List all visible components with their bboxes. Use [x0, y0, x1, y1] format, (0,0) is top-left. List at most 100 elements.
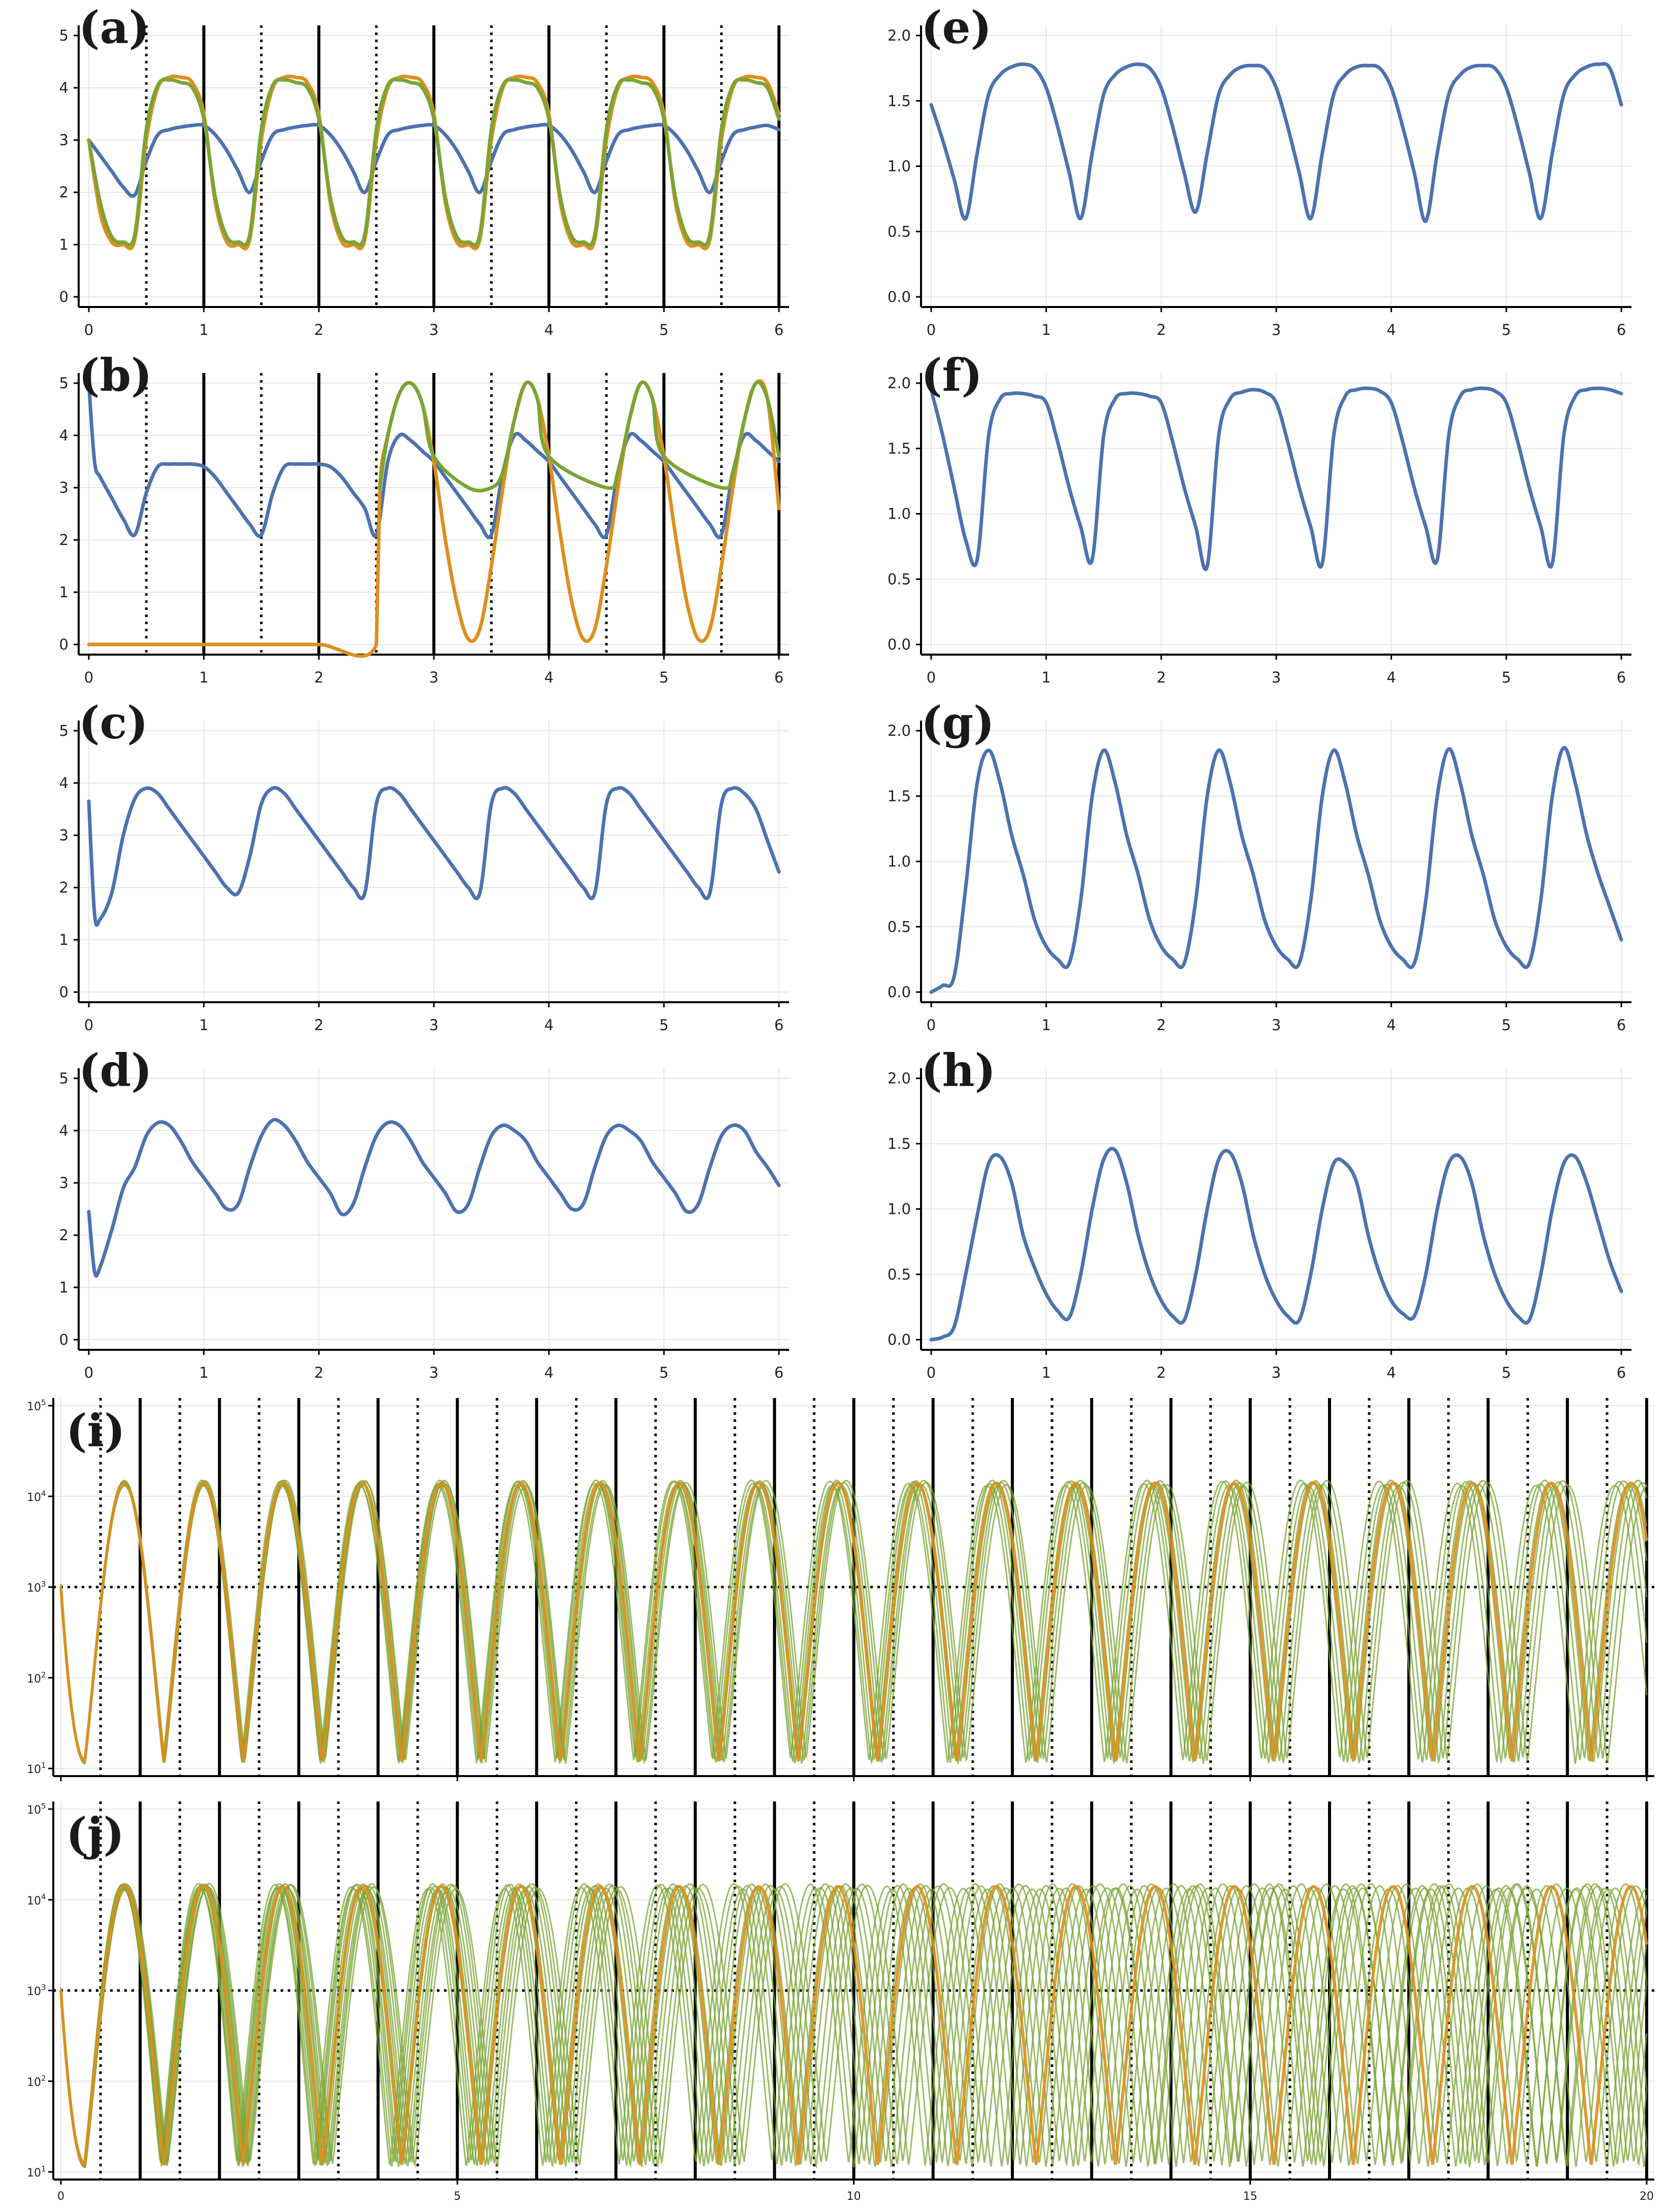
y-tick-exponent: 5 — [41, 1801, 46, 1811]
panel-e: 0.0 0.5 1.0 1.5 2.0 0 1 2 3 4 5 6 (e) — [888, 1, 1631, 338]
y-tick-exponent: 4 — [41, 1892, 46, 1901]
x-tick-label: 3 — [1272, 1364, 1281, 1381]
y-tick-exponent: 4 — [41, 1489, 46, 1498]
panel-b: 0 1 2 3 4 5 0 1 2 3 4 5 6 (b) — [59, 349, 789, 686]
y-tick-label: 1.0 — [888, 853, 911, 870]
x-tick-label: 4 — [1386, 669, 1395, 686]
x-tick-label: 6 — [1617, 1364, 1626, 1381]
y-tick-label: 2 — [59, 1227, 69, 1244]
y-tick-label: 2.0 — [888, 1070, 911, 1087]
y-tick-label: 2.0 — [888, 27, 911, 44]
y-tick-label: 102 — [27, 1670, 46, 1685]
y-tick-label: 2 — [59, 879, 69, 896]
x-tick-label: 1 — [199, 669, 208, 686]
x-tick-label: 4 — [544, 321, 553, 338]
x-tick-label: 5 — [1502, 1016, 1511, 1034]
y-tick-exponent: 3 — [41, 1580, 46, 1589]
panel-label: (j) — [66, 1808, 124, 1860]
x-tick-label: 4 — [1386, 1016, 1395, 1034]
x-tick-label: 2 — [1156, 669, 1166, 686]
y-tick-label: 4 — [59, 427, 69, 444]
x-tick-label: 15 — [1243, 2190, 1257, 2203]
y-tick-base: 10 — [27, 2167, 41, 2180]
x-tick-label: 0 — [84, 1364, 93, 1381]
y-tick-label: 1 — [59, 584, 69, 601]
panel-g: 0.0 0.5 1.0 1.5 2.0 0 1 2 3 4 5 6 (g) — [888, 696, 1631, 1034]
series-line — [87, 381, 781, 539]
y-tick-label: 102 — [27, 2073, 46, 2089]
y-tick-label: 1 — [59, 1279, 69, 1296]
panel-label: (d) — [79, 1044, 152, 1097]
series-line — [929, 386, 1623, 571]
series-line — [378, 380, 781, 493]
y-tick-label: 1.0 — [888, 1201, 911, 1218]
y-tick-label: 4 — [59, 79, 69, 96]
y-tick-label: 3 — [59, 1174, 69, 1192]
series-line — [87, 1118, 781, 1278]
panel-h: 0.0 0.5 1.0 1.5 2.0 0 1 2 3 4 5 6 (h) — [888, 1044, 1631, 1381]
panel-label: (i) — [66, 1404, 125, 1457]
x-tick-label: 2 — [314, 1364, 323, 1381]
ensemble-trace — [60, 1480, 1647, 1764]
x-tick-label: 4 — [544, 669, 553, 686]
y-tick-label: 1.0 — [888, 158, 911, 175]
x-tick-label: 5 — [1502, 669, 1511, 686]
y-tick-label: 0.0 — [888, 636, 911, 653]
y-tick-label: 105 — [27, 1398, 46, 1413]
x-tick-label: 1 — [1041, 1016, 1050, 1034]
x-tick-label: 6 — [774, 321, 784, 338]
y-tick-base: 10 — [27, 1895, 41, 1908]
y-tick-label: 0.0 — [888, 288, 911, 305]
x-tick-label: 5 — [659, 1016, 668, 1034]
x-tick-label: 4 — [1386, 1364, 1395, 1381]
y-tick-label: 104 — [27, 1892, 46, 1908]
y-tick-label: 0 — [59, 288, 69, 305]
x-tick-label: 6 — [1617, 321, 1626, 338]
y-tick-label: 1 — [59, 236, 69, 253]
x-tick-label: 0 — [84, 321, 93, 338]
x-tick-label: 0 — [57, 2190, 64, 2203]
panel-label: (f) — [921, 349, 982, 401]
x-tick-label: 3 — [1272, 1016, 1281, 1034]
y-tick-label: 105 — [27, 1801, 46, 1817]
x-tick-label: 6 — [774, 1364, 784, 1381]
y-tick-label: 0.5 — [888, 1266, 911, 1283]
panel-label: (c) — [79, 696, 148, 749]
x-tick-label: 1 — [1041, 669, 1050, 686]
y-tick-label: 1.5 — [888, 92, 911, 110]
y-tick-label: 2.0 — [888, 722, 911, 739]
x-tick-label: 4 — [544, 1364, 553, 1381]
panel-c: 0 1 2 3 4 5 0 1 2 3 4 5 6 (c) — [59, 696, 789, 1034]
y-tick-label: 2 — [59, 531, 69, 549]
x-tick-label: 2 — [314, 321, 323, 338]
y-tick-exponent: 5 — [41, 1398, 46, 1407]
y-tick-label: 103 — [27, 1983, 46, 1998]
y-tick-label: 0.5 — [888, 918, 911, 935]
y-tick-label: 0 — [59, 636, 69, 653]
y-tick-exponent: 3 — [41, 1983, 46, 1992]
x-tick-label: 1 — [1041, 1364, 1050, 1381]
y-tick-label: 101 — [27, 1761, 46, 1776]
y-tick-label: 2 — [59, 184, 69, 201]
y-tick-label: 0 — [59, 1331, 69, 1348]
x-tick-label: 5 — [659, 321, 668, 338]
x-tick-label: 2 — [314, 1016, 323, 1034]
y-tick-label: 104 — [27, 1489, 46, 1504]
series-line — [59, 1885, 1648, 2167]
x-tick-label: 1 — [199, 1016, 208, 1034]
x-tick-label: 5 — [659, 1364, 668, 1381]
x-tick-label: 3 — [1272, 321, 1281, 338]
y-tick-label: 3 — [59, 827, 69, 844]
y-tick-label: 0.5 — [888, 570, 911, 588]
x-tick-label: 3 — [429, 669, 438, 686]
x-tick-label: 4 — [544, 1016, 553, 1034]
x-tick-label: 5 — [659, 669, 668, 686]
x-tick-label: 6 — [1617, 1016, 1626, 1034]
panel-label: (e) — [921, 1, 992, 54]
series-line — [59, 1481, 1648, 1763]
y-tick-label: 1.5 — [888, 1135, 911, 1152]
series-line — [87, 786, 781, 927]
series-line — [87, 78, 781, 247]
